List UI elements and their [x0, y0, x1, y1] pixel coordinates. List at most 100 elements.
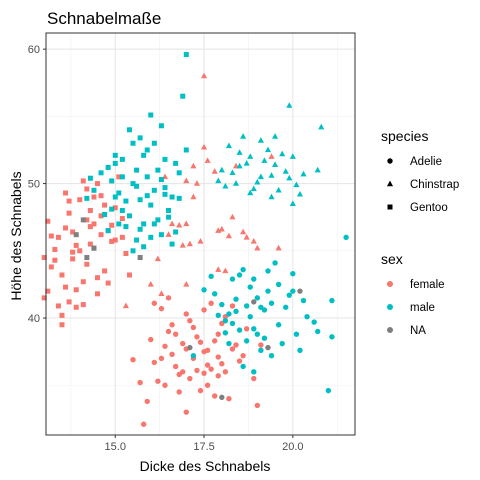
- data-point: [119, 174, 125, 180]
- data-point: [183, 409, 189, 415]
- data-point: [229, 169, 236, 176]
- legend-species-title: species: [381, 128, 428, 144]
- data-point: [240, 228, 247, 235]
- data-point: [325, 387, 332, 394]
- data-point: [279, 340, 285, 347]
- data-point: [190, 193, 197, 200]
- y-axis-ticks: 40 50 60: [28, 44, 46, 325]
- data-point: [293, 181, 300, 188]
- legend-label: Gentoo: [410, 202, 448, 214]
- data-point: [219, 361, 225, 367]
- data-point: [112, 205, 118, 211]
- data-point: [215, 373, 221, 379]
- data-point: [254, 244, 261, 251]
- data-point: [343, 234, 349, 241]
- data-point: [290, 270, 296, 277]
- legend-sex: sex female male NA: [381, 251, 445, 337]
- data-point: [215, 177, 222, 184]
- data-point: [204, 362, 211, 368]
- data-point: [162, 156, 168, 162]
- data-point: [258, 347, 264, 353]
- data-point: [183, 311, 189, 317]
- data-point: [91, 245, 97, 251]
- y-tick-label: 60: [28, 44, 40, 56]
- data-point: [275, 186, 282, 193]
- data-point: [155, 167, 161, 173]
- data-point: [183, 281, 190, 287]
- data-point: [247, 284, 253, 290]
- data-point: [212, 393, 218, 399]
- data-point: [134, 167, 140, 173]
- data-point: [119, 216, 125, 222]
- data-point: [251, 299, 257, 305]
- data-point: [158, 232, 164, 238]
- data-point: [194, 367, 200, 374]
- data-point: [73, 304, 79, 310]
- data-point: [166, 214, 172, 220]
- data-point: [190, 324, 197, 331]
- data-point: [162, 343, 168, 349]
- data-point: [293, 331, 300, 337]
- data-point: [172, 331, 179, 337]
- data-point: [261, 157, 268, 163]
- data-point: [95, 291, 100, 297]
- data-point: [226, 340, 232, 347]
- data-point: [215, 331, 221, 337]
- data-point: [236, 162, 243, 169]
- data-point: [87, 224, 93, 230]
- data-point: [151, 140, 157, 146]
- data-point: [218, 166, 225, 173]
- data-point: [186, 240, 193, 247]
- data-point: [123, 250, 129, 256]
- data-point: [268, 153, 275, 159]
- data-point: [183, 52, 189, 58]
- legend-key-chinstrap: Chinstrap: [386, 179, 459, 191]
- data-point: [204, 157, 211, 163]
- data-point: [176, 221, 183, 228]
- data-point: [329, 334, 335, 340]
- data-point: [229, 276, 236, 282]
- data-point: [119, 156, 125, 162]
- data-point: [254, 331, 261, 337]
- data-point: [201, 307, 207, 313]
- data-point: [251, 326, 257, 332]
- data-point: [226, 395, 232, 402]
- data-point: [272, 161, 279, 167]
- data-point: [144, 193, 150, 199]
- data-point: [233, 342, 239, 348]
- data-point: [137, 379, 143, 386]
- data-point: [169, 194, 175, 200]
- data-point: [279, 150, 286, 157]
- legend-symbol-dot: [387, 281, 393, 287]
- data-point: [265, 288, 271, 294]
- data-point: [275, 281, 282, 288]
- data-point: [151, 187, 157, 193]
- data-point: [215, 354, 221, 360]
- data-point: [147, 281, 154, 287]
- data-point: [98, 213, 104, 219]
- data-point: [296, 190, 304, 197]
- data-point: [63, 190, 69, 196]
- data-point: [119, 234, 125, 240]
- data-point: [98, 232, 104, 238]
- data-point: [264, 146, 272, 153]
- data-point: [257, 137, 264, 143]
- data-point: [289, 200, 296, 206]
- data-point: [297, 347, 303, 353]
- data-point: [236, 327, 243, 333]
- data-point: [173, 160, 179, 166]
- data-point: [126, 272, 132, 278]
- data-point: [84, 255, 90, 261]
- data-point: [84, 186, 90, 192]
- data-point: [254, 402, 261, 409]
- data-point: [70, 256, 76, 262]
- data-point: [190, 162, 197, 169]
- data-point: [91, 194, 97, 200]
- data-point: [141, 244, 147, 250]
- series-adelie-na: [187, 288, 303, 401]
- data-point: [176, 195, 182, 201]
- data-point: [59, 322, 65, 328]
- data-point: [158, 177, 164, 183]
- data-point: [173, 229, 179, 235]
- data-point: [169, 351, 175, 358]
